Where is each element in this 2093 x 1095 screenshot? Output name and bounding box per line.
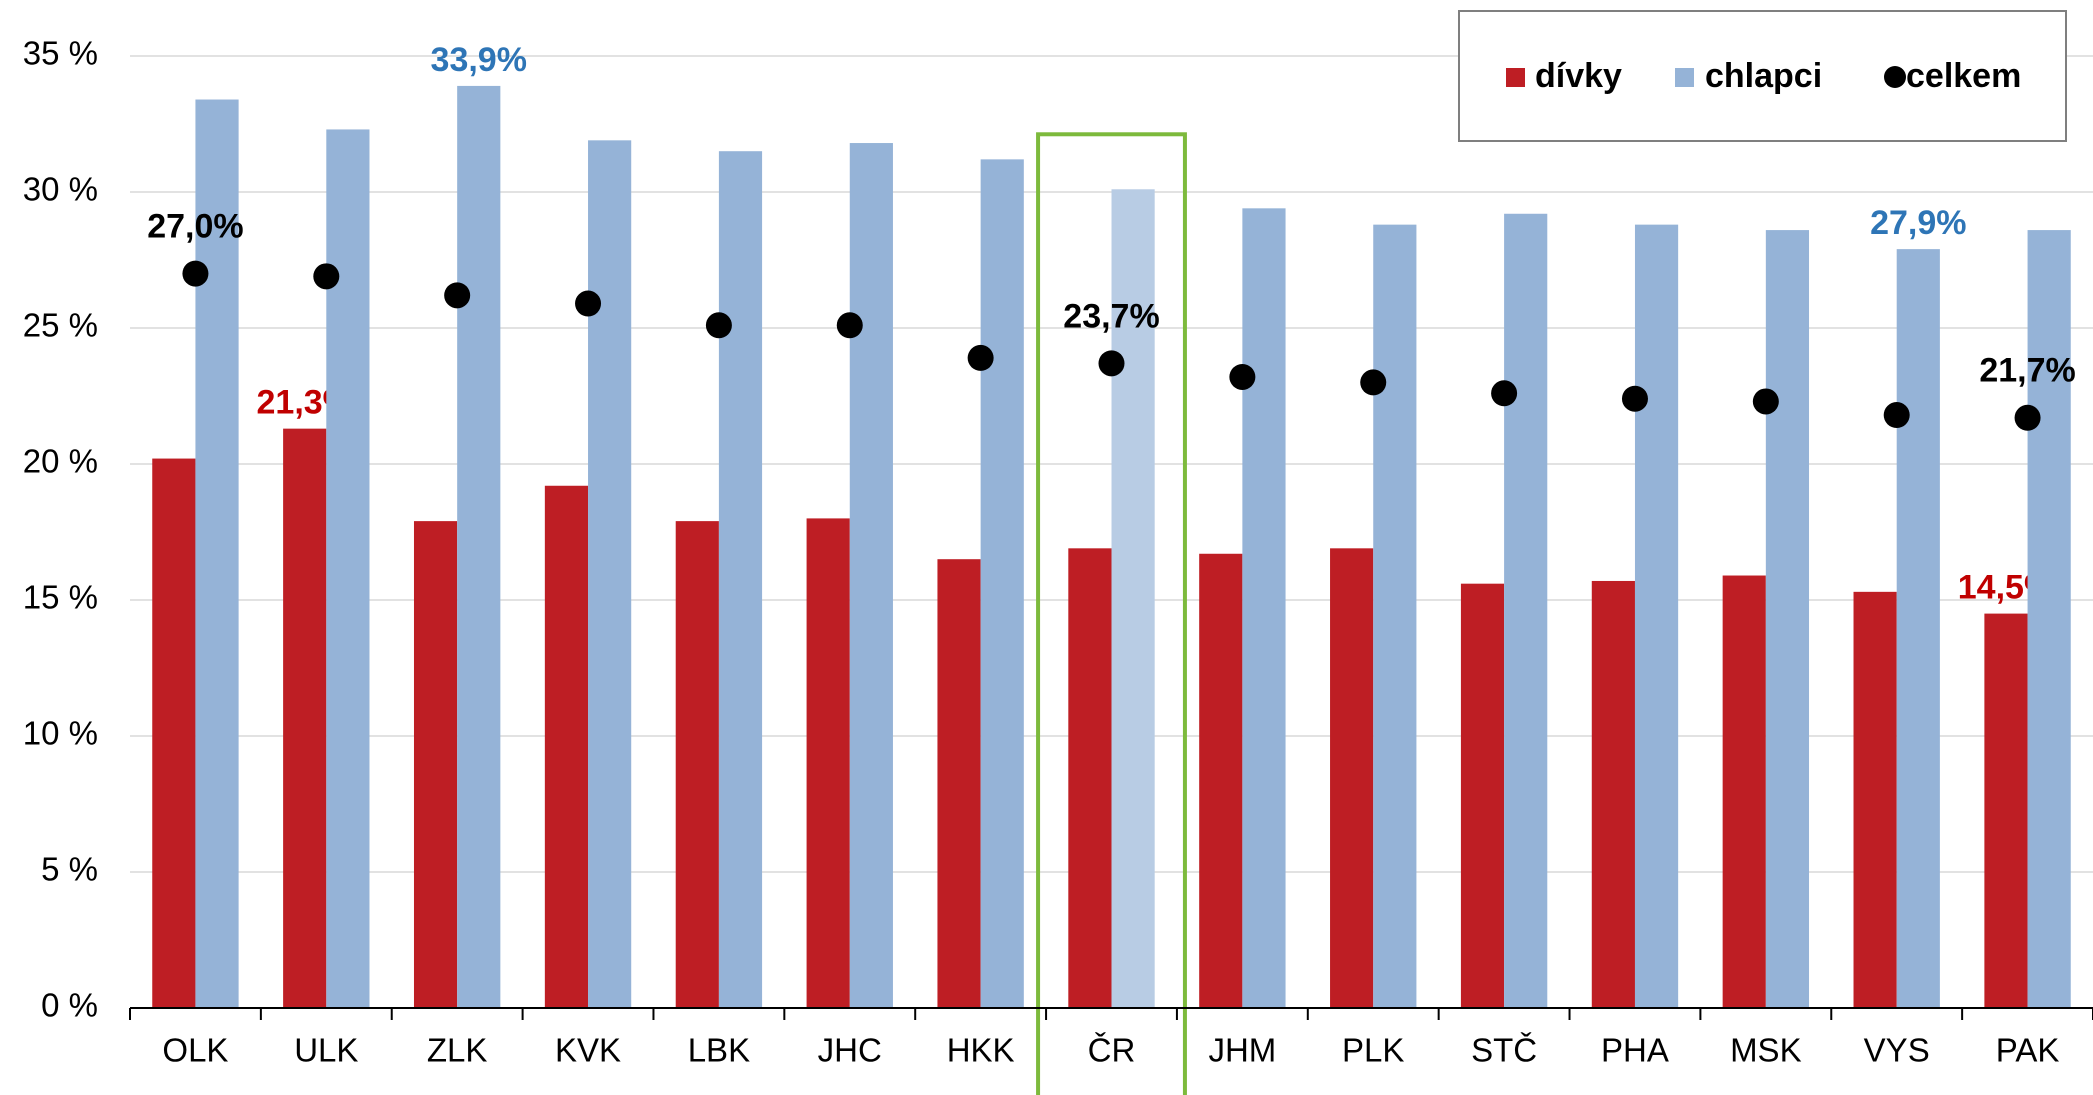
bar	[1853, 591, 1897, 1008]
data-label: 27,0%	[147, 208, 243, 246]
bar	[718, 151, 763, 1008]
x-tick-label: VYS	[1864, 1032, 1930, 1069]
y-tick-label: 20 %	[23, 443, 98, 480]
legend-marker	[1506, 68, 1525, 87]
bar	[1504, 213, 1548, 1008]
x-tick-label: PHA	[1601, 1032, 1669, 1069]
data-label: 21,7%	[1979, 352, 2075, 390]
x-tick-label: MSK	[1730, 1032, 1802, 1069]
bar	[1591, 580, 1635, 1008]
bar	[1634, 224, 1679, 1008]
x-tick-label: OLK	[162, 1032, 228, 1069]
bar	[1722, 575, 1766, 1008]
dot	[705, 312, 732, 339]
bar	[1460, 583, 1505, 1008]
dot	[1360, 369, 1387, 396]
legend-label: celkem	[1906, 57, 2021, 95]
data-label: 33,9%	[431, 41, 527, 79]
x-tick-label: JHC	[818, 1032, 882, 1069]
x-tick-label: ULK	[294, 1032, 358, 1069]
highlight-box	[1036, 132, 1187, 1095]
bar	[1984, 613, 2028, 1008]
bar	[588, 140, 632, 1008]
bar	[1330, 548, 1374, 1008]
bar	[413, 521, 458, 1008]
dot	[575, 290, 602, 317]
legend-marker	[1884, 66, 1906, 88]
dot	[444, 282, 471, 309]
x-tick-label: JHM	[1208, 1032, 1276, 1069]
dot	[1621, 385, 1648, 412]
x-tick-label: PAK	[1996, 1032, 2060, 1069]
dot	[1229, 363, 1256, 390]
bar	[457, 85, 501, 1009]
bar	[1068, 548, 1112, 1008]
bar	[1373, 224, 1417, 1008]
dot	[182, 260, 209, 287]
y-tick-label: 30 %	[23, 171, 98, 208]
dot	[967, 344, 994, 371]
bar	[544, 485, 589, 1008]
data-label: 23,7%	[1063, 297, 1159, 335]
legend-label: chlapci	[1705, 57, 1822, 95]
x-tick-label: LBK	[688, 1032, 750, 1069]
bar	[806, 518, 850, 1008]
y-tick-label: 10 %	[23, 715, 98, 752]
x-tick-label: PLK	[1342, 1032, 1404, 1069]
dot	[2014, 404, 2041, 431]
bar	[195, 99, 239, 1008]
legend-marker	[1675, 68, 1694, 87]
bar	[1199, 553, 1243, 1008]
y-tick-label: 25 %	[23, 307, 98, 344]
x-tick-label: STČ	[1471, 1032, 1537, 1069]
bar	[937, 559, 981, 1008]
bar	[1242, 208, 1286, 1008]
bar	[849, 143, 893, 1009]
x-tick-label: ZLK	[427, 1032, 488, 1069]
data-label: 27,9%	[1870, 204, 1966, 242]
bar	[152, 458, 196, 1008]
bar	[283, 428, 327, 1008]
y-tick-label: 15 %	[23, 579, 98, 616]
y-tick-label: 35 %	[23, 35, 98, 72]
x-tick-label: HKK	[947, 1032, 1015, 1069]
dot	[1883, 402, 1910, 429]
y-tick-label: 0 %	[41, 987, 98, 1024]
bar	[1896, 249, 1940, 1008]
x-tick-label: KVK	[555, 1032, 621, 1069]
dot	[1752, 388, 1779, 415]
x-tick-label: ČR	[1088, 1032, 1136, 1069]
dot	[1491, 380, 1518, 407]
bar	[980, 159, 1024, 1009]
bar	[2027, 230, 2071, 1008]
bar	[675, 521, 719, 1008]
y-tick-label: 5 %	[41, 851, 98, 888]
legend-label: dívky	[1535, 57, 1622, 95]
bar	[1111, 189, 1155, 1008]
dot	[1098, 350, 1125, 377]
bar	[326, 129, 370, 1008]
dot	[313, 263, 340, 290]
legend-box	[1458, 10, 2067, 142]
bar	[1765, 230, 1810, 1008]
dot	[836, 312, 863, 339]
